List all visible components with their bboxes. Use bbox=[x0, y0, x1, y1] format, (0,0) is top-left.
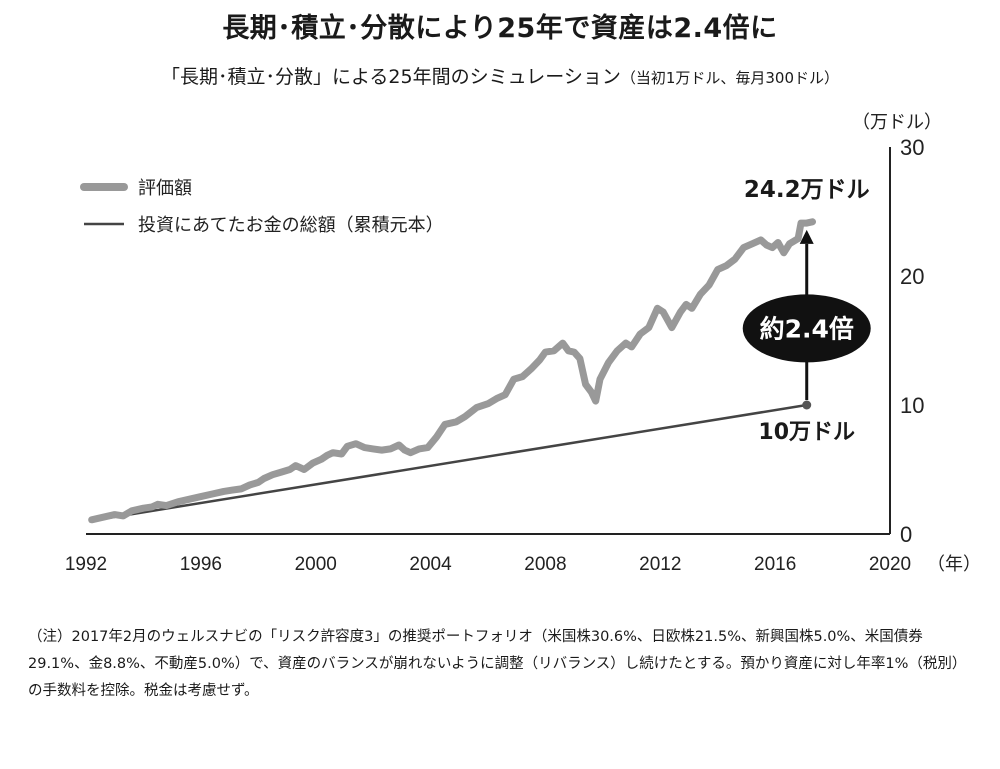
legend-label-principal: 投資にあてたお金の総額（累積元本） bbox=[138, 215, 444, 236]
x-tick-label: 2004 bbox=[409, 554, 452, 575]
principal-end-marker bbox=[802, 400, 812, 410]
x-tick-label: 2016 bbox=[754, 554, 796, 575]
series-line-principal bbox=[88, 403, 807, 523]
x-tick-label: 2012 bbox=[639, 554, 681, 575]
subtitle-main: 「長期･積立･分散」による25年間のシミュレーション bbox=[160, 66, 621, 88]
y-unit-label: （万ドル） bbox=[852, 112, 942, 132]
y-tick-labels: 0 10 20 30 bbox=[900, 135, 924, 547]
x-tick-labels: 1992 1996 2000 2004 2008 2012 2016 2020 bbox=[65, 554, 911, 575]
growth-arrow-head bbox=[799, 229, 814, 244]
x-unit-label: （年） bbox=[927, 554, 981, 574]
y-tick-label: 0 bbox=[900, 522, 912, 547]
legend-label-valuation: 評価額 bbox=[138, 178, 192, 199]
x-tick-label: 2020 bbox=[869, 554, 911, 575]
chart-title: 長期･積立･分散により25年で資産は2.4倍に bbox=[222, 13, 778, 44]
y-tick-label: 10 bbox=[900, 393, 924, 418]
footnote: （注）2017年2月のウェルスナビの「リスク許容度3」の推奨ポートフォリオ（米国… bbox=[28, 629, 967, 699]
y-tick-label: 20 bbox=[900, 264, 924, 289]
principal-value-label: 10万ドル bbox=[758, 420, 855, 445]
x-tick-label: 1996 bbox=[180, 554, 222, 575]
series-line-valuation bbox=[88, 218, 816, 524]
multiplier-badge bbox=[742, 294, 871, 363]
end-value-label: 24.2万ドル bbox=[744, 177, 870, 203]
legend: 評価額 投資にあてたお金の総額（累積元本） bbox=[80, 178, 444, 236]
x-tick-label: 2000 bbox=[295, 554, 337, 575]
y-tick-label: 30 bbox=[900, 135, 924, 160]
line-chart: 0 10 20 30 （万ドル） 1992 1996 2000 2004 2008 2012 20… bbox=[65, 112, 981, 575]
subtitle-condition: （当初1万ドル、毎月300ドル） bbox=[620, 69, 840, 87]
chart-subtitle: 「長期･積立･分散」による25年間のシミュレーション（当初1万ドル、毎月300ド… bbox=[0, 62, 1000, 89]
multiplier-label: 約2.4倍 bbox=[760, 314, 854, 343]
x-tick-label: 2008 bbox=[524, 554, 566, 575]
x-tick-label: 1992 bbox=[65, 554, 107, 575]
